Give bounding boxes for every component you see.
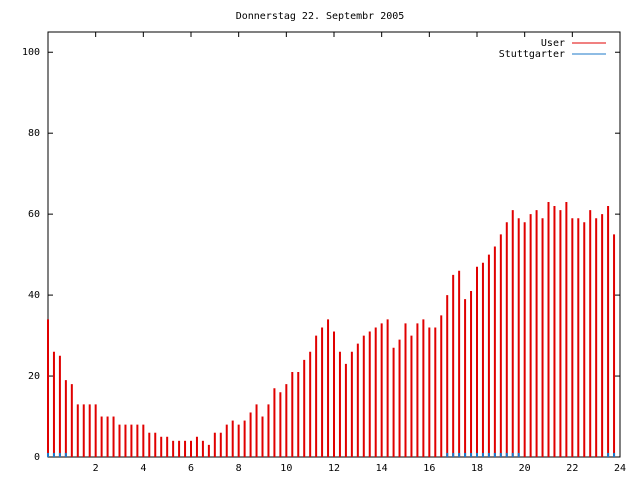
legend-label: User [541,38,565,49]
x-tick-label: 4 [140,463,146,474]
y-tick-label: 100 [22,47,40,58]
x-tick-label: 14 [376,463,388,474]
x-tick-label: 24 [614,463,626,474]
y-tick-label: 80 [28,128,40,139]
x-tick-label: 22 [566,463,578,474]
x-tick-label: 2 [93,463,99,474]
legend-label: Stuttgarter [499,49,565,60]
x-tick-label: 18 [471,463,483,474]
chart-title: Donnerstag 22. Septembr 2005 [236,11,405,22]
x-tick-label: 6 [188,463,194,474]
y-tick-label: 40 [28,290,40,301]
x-tick-label: 20 [519,463,531,474]
y-tick-label: 60 [28,209,40,220]
y-tick-label: 0 [34,452,40,463]
x-tick-label: 16 [423,463,435,474]
x-tick-label: 10 [280,463,292,474]
x-tick-label: 12 [328,463,340,474]
x-tick-label: 8 [236,463,242,474]
y-tick-label: 20 [28,371,40,382]
